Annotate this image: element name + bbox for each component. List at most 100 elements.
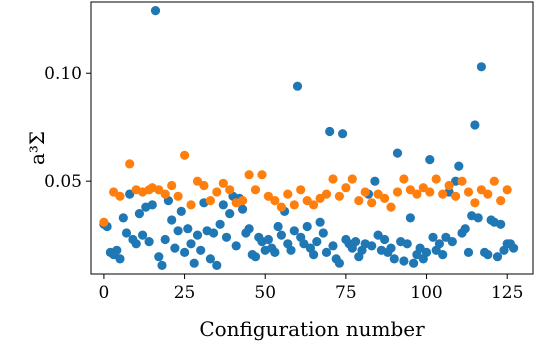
data-point-s0-10 — [131, 239, 141, 249]
data-point-s1-2 — [115, 191, 125, 201]
data-point-s0-15 — [147, 200, 157, 210]
data-point-s0-47 — [250, 252, 261, 262]
data-point-s0-38 — [221, 232, 232, 242]
data-point-s0-53 — [270, 247, 280, 257]
data-point-s0-45 — [244, 224, 254, 234]
data-point-s0-8 — [125, 189, 135, 199]
data-point-s0-116 — [473, 213, 483, 223]
data-point-s1-16 — [205, 196, 215, 206]
data-point-s1-51 — [431, 174, 441, 184]
data-point-s1-36 — [334, 191, 344, 201]
data-point-s1-0 — [99, 217, 109, 227]
data-point-s0-62 — [299, 239, 309, 249]
data-point-s0-69 — [321, 247, 332, 257]
data-point-s1-11 — [173, 191, 183, 201]
data-point-s1-57 — [470, 198, 480, 208]
data-point-s1-18 — [218, 178, 228, 188]
data-point-s0-18 — [157, 260, 167, 270]
data-point-s1-25 — [263, 191, 273, 201]
data-point-s0-19 — [160, 234, 170, 245]
data-point-s1-26 — [270, 196, 280, 206]
data-point-s0-117 — [476, 62, 486, 72]
x-axis-ticks: 0 25 50 75 100 125 — [98, 274, 523, 303]
data-point-s1-37 — [341, 183, 351, 193]
data-point-s0-100 — [421, 247, 432, 257]
data-point-s0-78 — [351, 237, 361, 247]
data-point-s1-41 — [367, 198, 377, 208]
data-point-s0-122 — [492, 252, 503, 262]
data-point-s1-19 — [225, 185, 235, 195]
data-point-s1-50 — [425, 187, 435, 197]
data-points — [99, 6, 519, 270]
x-tick-label-2: 50 — [254, 283, 276, 303]
data-point-s0-102 — [428, 232, 438, 242]
data-point-s1-10 — [167, 180, 177, 191]
data-point-s0-104 — [434, 239, 444, 249]
data-point-s1-55 — [457, 176, 467, 186]
plot-frame — [90, 1, 534, 275]
data-point-s1-32 — [309, 200, 319, 210]
data-point-s1-13 — [186, 200, 196, 210]
data-point-s0-87 — [380, 234, 390, 245]
data-point-s1-54 — [451, 191, 461, 201]
data-point-s0-63 — [302, 221, 312, 232]
data-point-s1-44 — [386, 202, 396, 212]
data-point-s1-48 — [412, 189, 422, 199]
data-point-s0-41 — [231, 241, 241, 251]
data-point-s0-14 — [144, 237, 154, 247]
data-point-s0-115 — [470, 120, 480, 130]
data-point-s1-3 — [125, 159, 135, 169]
data-point-s1-46 — [399, 174, 409, 184]
data-point-s0-91 — [392, 148, 403, 158]
data-point-s0-6 — [118, 213, 128, 223]
data-point-s0-35 — [212, 260, 222, 270]
data-point-s0-70 — [325, 126, 335, 137]
data-point-s1-35 — [328, 174, 338, 184]
y-tick-label-0: 0.05 — [44, 172, 82, 192]
data-point-s1-52 — [438, 189, 448, 199]
y-tick-label-1: 0.10 — [44, 64, 82, 84]
data-point-s0-109 — [451, 176, 461, 186]
data-point-s0-65 — [309, 250, 319, 260]
data-point-s0-23 — [173, 226, 183, 236]
data-point-s0-85 — [373, 230, 383, 240]
data-point-s1-42 — [373, 189, 383, 199]
data-point-s0-28 — [189, 258, 199, 268]
data-point-s0-33 — [205, 254, 215, 264]
data-point-s0-17 — [154, 252, 164, 262]
data-point-s1-38 — [347, 174, 357, 184]
data-point-s0-112 — [460, 224, 470, 234]
data-point-s1-61 — [496, 196, 506, 206]
data-point-s0-113 — [463, 247, 474, 257]
data-point-s0-119 — [483, 250, 493, 260]
x-tick-label-1: 25 — [174, 283, 196, 303]
data-point-s0-25 — [180, 247, 190, 257]
data-point-s0-93 — [399, 256, 409, 266]
data-point-s0-11 — [134, 209, 144, 219]
data-point-s0-26 — [183, 224, 193, 234]
data-point-s0-12 — [138, 230, 148, 240]
data-point-s1-24 — [257, 170, 267, 180]
data-point-s0-74 — [338, 129, 348, 139]
data-point-s1-39 — [354, 196, 364, 206]
data-point-s1-56 — [463, 187, 474, 197]
data-point-s0-67 — [315, 217, 325, 227]
data-point-s0-34 — [209, 228, 219, 238]
x-tick-label-5: 125 — [491, 283, 523, 303]
data-point-s1-15 — [199, 180, 209, 191]
data-point-s1-53 — [444, 180, 454, 191]
data-point-s1-29 — [289, 200, 299, 210]
data-point-s0-71 — [328, 241, 338, 251]
data-point-s0-54 — [273, 221, 283, 232]
data-point-s1-9 — [160, 189, 170, 199]
data-point-s0-84 — [370, 176, 380, 186]
data-point-s0-90 — [389, 254, 399, 264]
data-point-s0-83 — [367, 241, 377, 251]
data-point-s1-12 — [180, 150, 190, 160]
data-point-s0-94 — [402, 239, 412, 249]
data-point-s0-4 — [112, 245, 122, 255]
data-point-s0-30 — [196, 245, 206, 255]
x-axis-title: Configuration number — [199, 317, 425, 341]
data-point-s0-55 — [276, 230, 286, 240]
